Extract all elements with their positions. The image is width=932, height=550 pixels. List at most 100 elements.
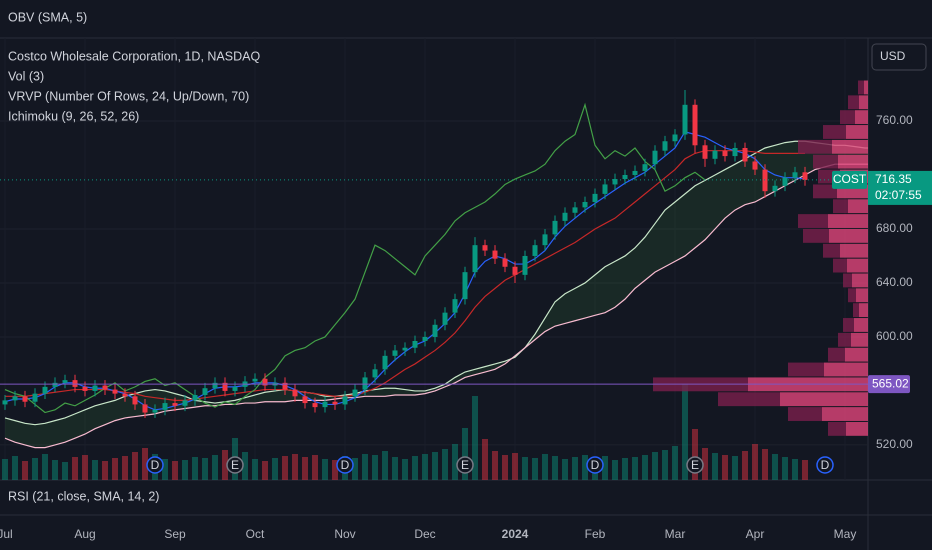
x-tick-label: Nov: [334, 527, 355, 541]
candle-body: [692, 104, 698, 146]
profile-up: [846, 125, 868, 139]
profile-down: [843, 318, 854, 332]
candle-body: [202, 388, 208, 395]
countdown-label: 02:07:55: [875, 188, 922, 202]
volume-bar: [142, 448, 148, 480]
y-tick-label: 520.00: [876, 437, 913, 451]
profile-up: [838, 154, 868, 169]
candle-body: [382, 355, 388, 370]
candle-body: [642, 164, 648, 171]
volume-bar: [742, 451, 748, 480]
candle-body: [12, 396, 18, 401]
candle-body: [372, 369, 378, 378]
volume-bar: [62, 462, 68, 480]
candle-body: [432, 324, 438, 337]
profile-up: [840, 243, 868, 258]
profile-up: [828, 214, 868, 228]
candle-body: [42, 386, 48, 394]
x-tick-label: Feb: [585, 527, 606, 541]
candle-body: [192, 394, 198, 401]
candle-body: [722, 150, 728, 157]
volume-bar: [112, 458, 118, 480]
volume-bar: [52, 460, 58, 480]
profile-up: [856, 288, 868, 303]
profile-down: [718, 392, 780, 407]
event-label: D: [341, 458, 350, 472]
volume-bar: [352, 458, 358, 480]
volume-bar: [482, 439, 488, 480]
profile-down: [798, 214, 828, 228]
volume-bar: [312, 455, 318, 480]
profile-down: [803, 228, 829, 243]
candle-body: [232, 386, 238, 391]
volume-bar: [372, 455, 378, 480]
top-pane-label: OBV (SMA, 5): [8, 10, 87, 24]
candle-body: [422, 336, 428, 341]
x-tick-label: May: [834, 527, 857, 541]
profile-up: [824, 362, 868, 377]
y-tick-label: 600.00: [876, 329, 913, 343]
volume-bar: [472, 396, 478, 480]
volume-bar: [562, 459, 568, 480]
candle-body: [132, 396, 138, 405]
x-tick-label: Jul: [0, 527, 13, 541]
profile-down: [828, 347, 845, 362]
candle-body: [442, 312, 448, 325]
candle-body: [732, 147, 738, 157]
profile-down: [848, 95, 859, 110]
candle-body: [362, 377, 368, 390]
indicator-label: VRVP (Number Of Rows, 24, Up/Down, 70): [8, 89, 249, 103]
candle-body: [172, 403, 178, 406]
profile-up: [859, 95, 868, 110]
volume-bar: [392, 457, 398, 480]
profile-down: [823, 125, 846, 139]
volume-bar: [552, 456, 558, 480]
candle-body: [342, 396, 348, 405]
candle-body: [652, 150, 658, 165]
profile-up: [822, 407, 868, 421]
candle-body: [672, 134, 678, 142]
profile-down: [813, 154, 838, 169]
volume-bar: [642, 455, 648, 480]
currency-button[interactable]: [871, 43, 927, 71]
candle-body: [622, 174, 628, 180]
volume-bar: [612, 460, 618, 480]
span-a-line: [4, 140, 868, 426]
candle-body: [312, 403, 318, 408]
volume-bar: [222, 450, 228, 480]
profile-down: [843, 273, 852, 288]
volume-bar: [692, 429, 698, 480]
volume-bar: [602, 456, 608, 480]
ichimoku-cloud: [5, 141, 868, 448]
volume-bar: [762, 449, 768, 480]
currency-label[interactable]: USD: [880, 49, 906, 63]
event-marker: [686, 456, 704, 474]
volume-bar: [532, 458, 538, 480]
x-tick-label: 2024: [502, 527, 529, 541]
hline-tag-label: 565.02: [872, 376, 909, 390]
candle-body: [532, 245, 538, 256]
overlay: 520.00 600.00 640.00 680.00 760.00 Jul Aug Sep O…: [0, 113, 932, 541]
profile-down: [858, 80, 864, 95]
profile-down: [853, 303, 859, 318]
x-tick-label: Dec: [414, 527, 435, 541]
candle-body: [222, 382, 228, 391]
candle-body: [62, 380, 68, 383]
candle-body: [612, 179, 618, 185]
symbol-title: Costco Wholesale Corporation, 1D, NASDAQ: [8, 49, 260, 63]
volume-bar: [442, 449, 448, 480]
candle-body: [352, 389, 358, 397]
profile-down: [823, 243, 840, 258]
candle-body: [182, 400, 188, 406]
candle-body: [72, 380, 78, 387]
volume-bar: [132, 452, 138, 480]
volume-bar: [272, 458, 278, 480]
candle-body: [262, 378, 268, 386]
profile-down: [828, 421, 846, 436]
candle-body: [122, 393, 128, 397]
volume-bar: [502, 455, 508, 480]
volume-bar: [492, 451, 498, 480]
profile-down: [813, 184, 837, 199]
event-label: E: [461, 458, 469, 472]
